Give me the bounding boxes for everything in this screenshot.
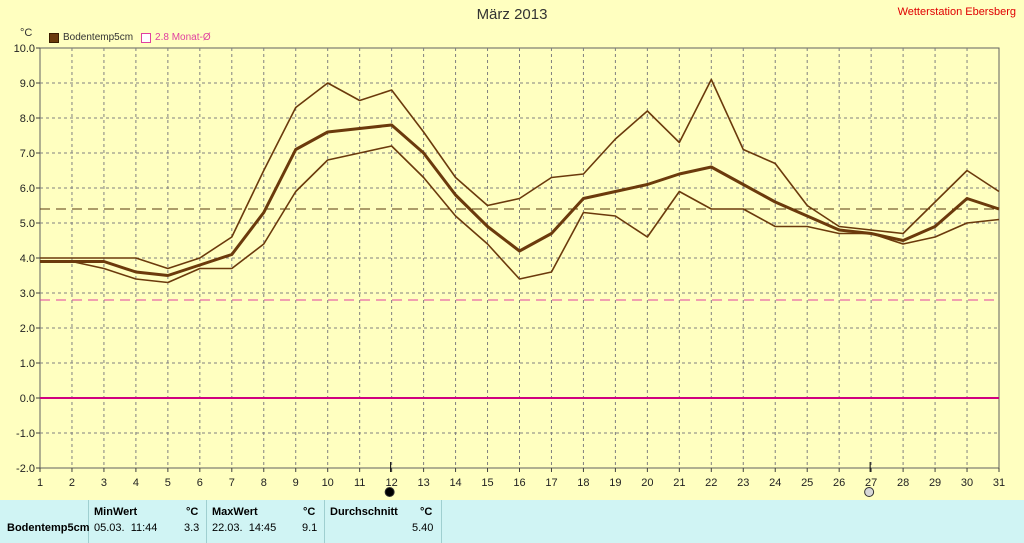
x-tick-label: 27 [865,477,877,489]
stats-row-label: Bodentemp5cm [7,522,89,534]
x-tick-label: 8 [261,477,267,489]
x-tick-label: 23 [737,477,749,489]
stats-header-avg: Durchschnitt [330,506,398,518]
x-tick-label: 16 [513,477,525,489]
x-tick-label: 12 [386,477,398,489]
y-tick-label: 7.0 [20,148,35,160]
x-tick-label: 17 [545,477,557,489]
x-tick-label: 25 [801,477,813,489]
x-tick-label: 4 [133,477,139,489]
chart-legend: Bodentemp5cm 2.8 Monat-Ø [49,32,211,43]
stats-min-value: 3.3 [184,522,200,534]
stats-separator [88,500,89,543]
x-tick-label: 13 [417,477,429,489]
stats-max-value: 9.1 [302,522,318,534]
y-tick-label: 9.0 [20,78,35,90]
stats-max-time: 22.03. 14:45 [212,522,277,534]
x-tick-label: 11 [354,477,365,489]
x-tick-label: 20 [641,477,653,489]
stats-header-avg-unit: °C [420,506,433,518]
y-tick-label: 10.0 [14,43,35,55]
x-tick-label: 10 [322,477,334,489]
y-tick-label: 6.0 [20,183,35,195]
stats-header-min: MinWert [94,506,138,518]
y-tick-label: -2.0 [16,463,35,475]
legend-average-label: 2.8 Monat-Ø [155,32,211,43]
y-tick-label: 8.0 [20,113,35,125]
stats-separator [206,500,207,543]
stats-avg-value: 5.40 [412,522,434,534]
y-tick-label: 1.0 [20,358,35,370]
y-tick-label: 4.0 [20,253,35,265]
chart-title: März 2013 [476,6,548,23]
x-tick-label: 26 [833,477,845,489]
x-tick-label: 29 [929,477,941,489]
y-tick-label: 5.0 [20,218,35,230]
series-line-main [40,123,1000,277]
y-axis-unit: °C [20,27,33,39]
x-tick-label: 24 [769,477,781,489]
series-line-min [40,145,1000,284]
stats-min-time: 05.03. 11:44 [94,522,158,534]
x-tick-label: 31 [993,477,1005,489]
station-name: Wetterstation Ebersberg [897,6,1016,18]
stats-separator [441,500,442,543]
y-tick-label: 3.0 [20,288,35,300]
stats-header-max-unit: °C [303,506,316,518]
full-moon-icon [384,487,395,497]
x-tick-label: 21 [673,477,685,489]
x-tick-label: 3 [101,477,107,489]
x-tick-label: 15 [481,477,493,489]
x-tick-label: 9 [293,477,299,489]
stats-table: MinWert °C MaxWert °C Durchschnitt °C Bo… [0,500,1024,543]
x-tick-label: 28 [897,477,909,489]
stats-separator [324,500,325,543]
stats-header-max: MaxWert [212,506,258,518]
temperature-chart: 1 2 3 4 5 6 7 8 9 10 11 12 13 14 15 16 17 18 19 20 21 22 23 24 2… [14,43,1005,497]
legend-series-label: Bodentemp5cm [63,32,134,43]
new-moon-icon [864,487,875,497]
x-tick-label: 19 [609,477,621,489]
series-line-max [40,78,1000,270]
x-tick-label: 22 [705,477,717,489]
y-tick-label: -1.0 [16,428,35,440]
x-tick-label: 2 [69,477,75,489]
x-tick-label: 1 [37,477,43,489]
y-tick-label: 0.0 [20,393,35,405]
x-tick-label: 30 [961,477,973,489]
x-tick-label: 18 [577,477,589,489]
legend-swatch-average [141,32,152,43]
legend-swatch-series [49,32,59,43]
x-tick-label: 6 [197,477,203,489]
y-tick-label: 2.0 [20,323,35,335]
stats-header-min-unit: °C [186,506,199,518]
x-tick-label: 5 [165,477,171,489]
x-tick-label: 7 [229,477,235,489]
x-tick-label: 14 [449,477,461,489]
